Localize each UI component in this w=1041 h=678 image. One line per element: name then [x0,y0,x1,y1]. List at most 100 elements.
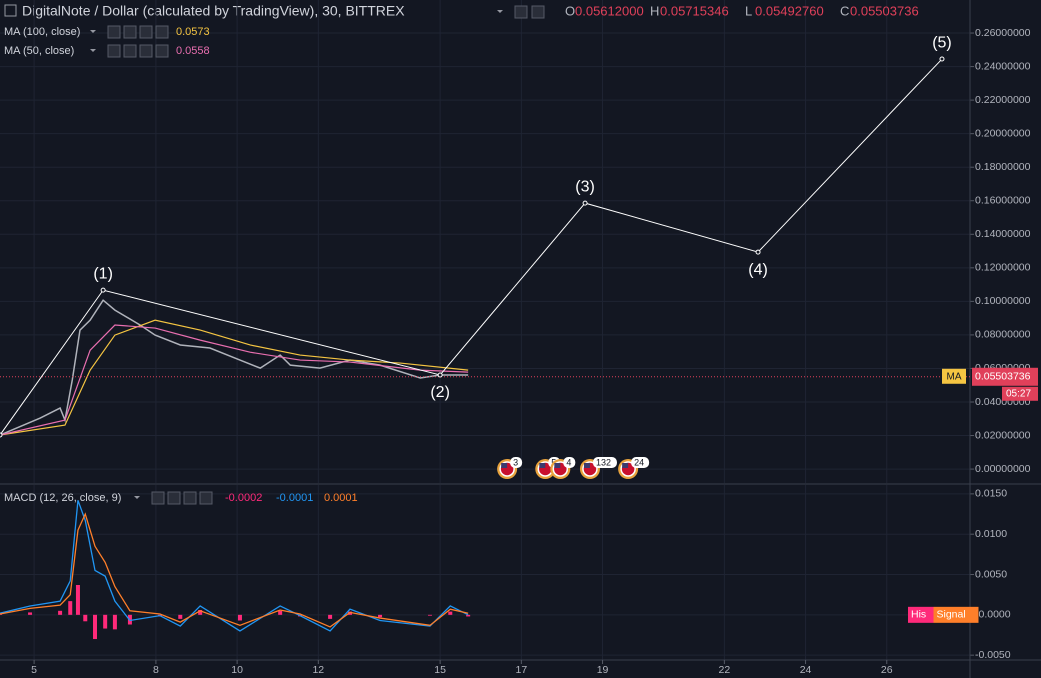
indicator-button[interactable] [107,44,121,58]
series-tag [908,606,934,623]
y-tick-label: 0.08000000 [975,329,1031,341]
histogram-bar [75,585,80,615]
indicator-button[interactable] [151,491,165,505]
histogram-bar [427,614,432,616]
dropdown-caret[interactable] [134,496,140,499]
y-tick-label: -0.0050 [975,649,1011,661]
wave-point [437,372,443,378]
histogram-bar [93,614,98,640]
dropdown-caret[interactable] [90,49,96,52]
ohlc-key: H [650,3,659,18]
indicator-value: -0.0002 [225,492,262,504]
histogram-bar [112,614,117,630]
indicator-value: 0.0558 [176,45,210,57]
histogram-bar [103,614,108,629]
event-badge [510,457,523,468]
indicator-button[interactable] [183,491,197,505]
y-tick-label: 0.26000000 [975,27,1031,39]
indicator-button[interactable] [123,44,137,58]
histogram-bar [178,614,183,619]
histogram-bar [328,614,333,619]
histogram-bar [448,611,453,615]
histogram-bar [347,611,352,615]
indicator-name[interactable]: MA (50, close) [4,45,74,57]
indicator-button[interactable] [123,25,137,39]
y-tick-label: 0.12000000 [975,262,1031,274]
indicator-value: 0.0573 [176,26,210,38]
wave-line [0,58,943,436]
x-tick-label: 12 [312,664,324,676]
histogram-bar [278,610,283,615]
event-flag-canton [622,463,629,468]
settings-button[interactable] [514,5,528,19]
indicator-button[interactable] [199,491,213,505]
indicator-button[interactable] [155,25,169,39]
histogram-bar [466,614,471,617]
wave-point [100,287,106,293]
ma-tag [942,368,966,384]
collapse-icon[interactable] [4,4,17,17]
ohlc-key: L [745,3,752,18]
wave-point [0,432,3,438]
event-flag-canton [539,463,546,468]
last-price-tag [972,367,1038,386]
histogram-bar [198,610,203,615]
price-line [0,299,469,436]
wave-point [582,200,588,206]
ohlc-value: 0.05612000 [575,3,644,18]
wave-point [939,56,945,62]
x-tick-label: 10 [231,664,243,676]
countdown-label: 05:27 [1006,388,1031,399]
event-flag-canton [501,463,508,468]
y-tick-label: 0.22000000 [975,94,1031,106]
ma-tag-label: MA [947,371,962,382]
indicator-button[interactable] [107,25,121,39]
wave-label: (3) [575,178,595,195]
x-tick-label: 24 [800,664,812,676]
ohlc-key: O [565,3,575,18]
x-tick-label: 15 [434,664,446,676]
histogram-bar [83,614,88,622]
indicator-button[interactable] [155,44,169,58]
histogram-bar [58,610,63,615]
y-tick-label: 0.18000000 [975,161,1031,173]
x-tick-label: 8 [153,664,159,676]
event-count: 4 [566,457,571,467]
y-tick-label: 0.24000000 [975,60,1031,72]
last-price-label: 0.05503736 [975,371,1031,383]
indicator-button[interactable] [167,491,181,505]
ohlc-key: C [840,3,849,18]
y-tick-label: 0.0150 [975,488,1007,500]
indicator-name[interactable]: MA (100, close) [4,26,80,38]
series-tag [933,606,979,623]
indicator-button[interactable] [139,44,153,58]
settings-button[interactable] [531,5,545,19]
event-count: 132 [596,457,611,467]
wave-label: (4) [748,261,768,278]
event-badge [592,457,617,468]
y-tick-label: 0.14000000 [975,228,1031,240]
dropdown-caret[interactable] [497,10,503,13]
macd-line [0,512,469,628]
event-flag-canton [554,463,561,468]
x-tick-label: 17 [515,664,527,676]
dropdown-caret[interactable] [90,30,96,33]
indicator-button[interactable] [139,25,153,39]
symbol-title: DigitalNote / Dollar (calculated by Trad… [22,3,405,19]
indicator-name[interactable]: MACD (12, 26, close, 9) [4,492,121,504]
countdown-tag [1002,386,1038,401]
wave-label: (2) [430,384,450,401]
series-tag-label: His [911,609,926,621]
event-badge [563,457,576,468]
event-count: 24 [634,457,644,467]
y-tick-label: -0.0000 [975,609,1011,621]
y-tick-label: 0.10000000 [975,295,1031,307]
x-tick-label: 22 [719,664,731,676]
y-tick-label: 0.20000000 [975,127,1031,139]
wave-label: (1) [93,265,113,282]
indicator-value: -0.0001 [276,492,313,504]
y-tick-label: 0.00000000 [975,463,1031,475]
